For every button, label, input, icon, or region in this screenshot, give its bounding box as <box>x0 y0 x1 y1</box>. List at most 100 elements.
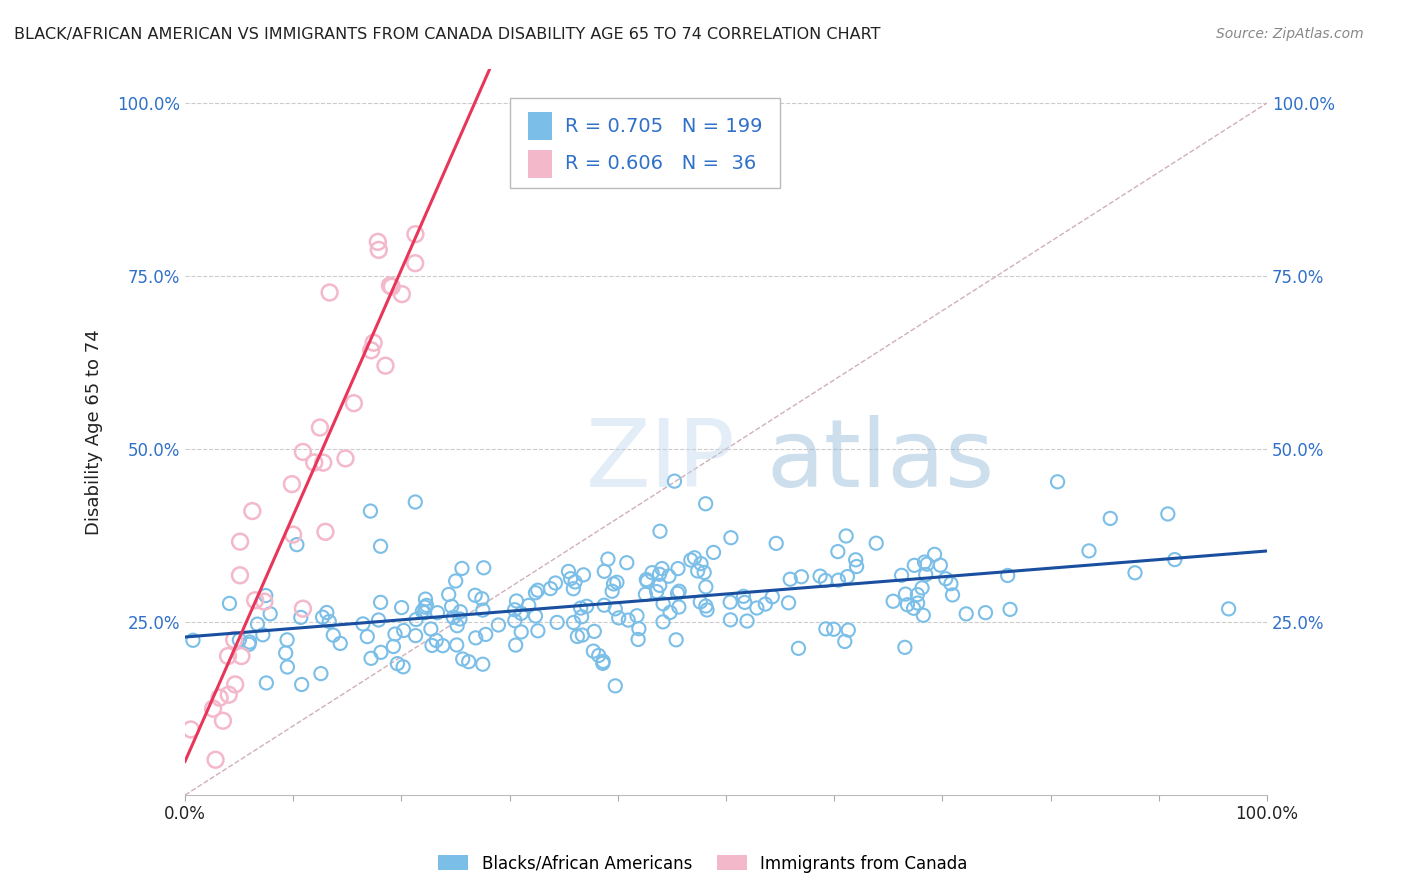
Point <box>834 634 856 648</box>
Point <box>837 569 859 583</box>
Point <box>617 613 640 627</box>
Point <box>212 714 235 728</box>
Point <box>384 627 406 641</box>
Point <box>281 477 304 491</box>
Point <box>281 527 304 541</box>
Text: R = 0.606   N =  36: R = 0.606 N = 36 <box>565 154 756 173</box>
Point <box>419 622 441 636</box>
Point <box>779 572 801 586</box>
Point <box>865 536 887 550</box>
Point <box>911 581 934 595</box>
Point <box>335 451 357 466</box>
Point <box>592 654 614 668</box>
Point <box>592 657 614 671</box>
Point <box>915 557 938 571</box>
Point <box>444 574 467 588</box>
Point <box>1078 544 1101 558</box>
Point <box>659 606 682 620</box>
Point <box>765 536 787 550</box>
Point <box>1218 602 1240 616</box>
Point <box>733 589 755 603</box>
Point <box>524 609 547 624</box>
Point <box>387 657 409 671</box>
Point <box>291 445 314 459</box>
Point <box>527 624 550 638</box>
Point <box>645 584 668 599</box>
Point <box>582 644 605 658</box>
Point <box>998 602 1021 616</box>
Point <box>415 599 437 613</box>
Point <box>997 568 1019 582</box>
Point <box>814 574 837 588</box>
Point <box>835 529 858 543</box>
Point <box>593 598 616 612</box>
Point <box>309 666 332 681</box>
Point <box>814 622 837 636</box>
FancyBboxPatch shape <box>529 150 551 178</box>
Point <box>845 559 868 574</box>
Point <box>526 583 548 598</box>
Point <box>252 628 274 642</box>
Point <box>720 613 742 627</box>
Point <box>837 623 859 637</box>
Point <box>914 555 936 569</box>
Point <box>546 615 568 630</box>
Point <box>329 636 352 650</box>
Point <box>1046 475 1069 489</box>
Point <box>437 587 460 601</box>
Point <box>560 572 582 586</box>
Point <box>686 564 709 578</box>
Point <box>276 632 298 647</box>
Point <box>689 595 711 609</box>
Point <box>696 603 718 617</box>
Point <box>370 645 392 659</box>
Text: Source: ZipAtlas.com: Source: ZipAtlas.com <box>1216 27 1364 41</box>
Point <box>914 567 936 582</box>
Point <box>929 558 952 573</box>
Point <box>224 632 246 647</box>
Point <box>404 227 426 242</box>
Point <box>602 577 624 591</box>
Point <box>827 573 849 587</box>
Point <box>405 629 427 643</box>
Point <box>378 278 401 293</box>
Point <box>254 676 277 690</box>
Point <box>405 613 427 627</box>
Point <box>616 556 638 570</box>
Legend: Blacks/African Americans, Immigrants from Canada: Blacks/African Americans, Immigrants fro… <box>432 848 974 880</box>
Point <box>231 649 253 664</box>
Point <box>754 597 776 611</box>
Point <box>392 624 415 638</box>
Point <box>218 688 240 702</box>
Point <box>569 601 592 615</box>
Point <box>217 648 239 663</box>
Point <box>449 612 471 626</box>
Point <box>413 600 436 615</box>
Point <box>683 550 706 565</box>
Point <box>180 723 202 737</box>
Point <box>309 420 332 434</box>
Point <box>285 538 308 552</box>
Point <box>441 610 464 624</box>
Point <box>420 639 443 653</box>
Point <box>690 557 713 571</box>
Point <box>562 582 585 596</box>
Point <box>360 651 382 665</box>
Point <box>314 524 336 539</box>
Point <box>652 597 675 611</box>
Point <box>382 640 405 654</box>
Point <box>404 495 426 509</box>
Point <box>903 601 925 615</box>
Point <box>391 287 413 301</box>
Point <box>291 601 314 615</box>
Point <box>505 594 527 608</box>
Point <box>425 633 447 648</box>
Point <box>464 631 486 645</box>
Point <box>318 615 340 629</box>
Point <box>391 600 413 615</box>
Point <box>583 624 606 639</box>
Point <box>679 553 702 567</box>
Point <box>575 599 598 614</box>
Point <box>668 584 690 599</box>
Point <box>446 618 468 632</box>
